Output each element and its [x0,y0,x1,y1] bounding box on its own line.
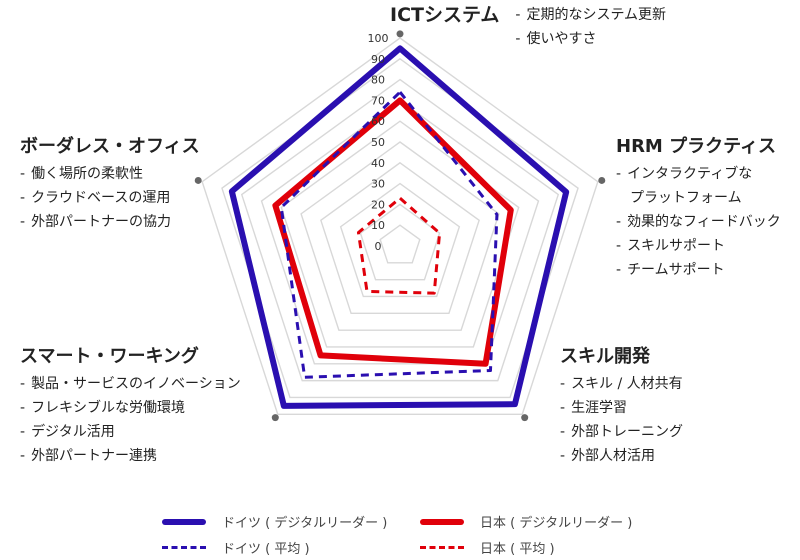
grid-ring [359,203,441,281]
tick-label: 50 [371,136,385,149]
series-line-0 [228,45,570,409]
grid-ring [320,161,480,315]
grid-ring [260,99,540,365]
category-smart-working: スマート・ワーキング - 製品・サービスのイノベーション - フレキシブルな労働環境… [20,346,241,468]
category-item: - デジタル活用 [20,424,115,440]
category-item: - 外部パートナーの協力 [20,214,172,230]
category-item: - インタラクティブな [616,166,753,182]
tick-label: 90 [371,53,385,66]
category-item: - 製品・サービスのイノベーション [20,376,241,392]
tick-label: 100 [368,32,389,45]
grid-ring [379,224,421,264]
category-item: - 外部人材活用 [560,448,656,464]
grid-ring [240,78,560,382]
legend-item-germany-leader: ドイツ ( デジタルリーダー ) [162,512,387,531]
axis-end-dot [194,176,202,184]
axis-end-dot [521,414,529,422]
category-item: - 働く場所の柔軟性 [20,166,144,182]
grid-ring [221,57,579,399]
category-ict: ICTシステム - 定期的なシステム更新 - 使いやすさ [390,4,666,51]
category-item: - チームサポート [616,262,725,278]
series-line-1 [272,97,514,367]
series-line-2 [279,90,499,379]
grid-ring [201,37,599,415]
axis-end-dot [271,414,279,422]
category-title: スマート・ワーキング [20,346,199,367]
category-item: - スキルサポート [616,238,726,254]
category-item: - 生涯学習 [560,400,628,416]
tick-label: 20 [371,198,385,211]
category-item: - クラウドベースの運用 [20,190,171,206]
tick-label: 10 [371,219,385,232]
category-borderless-office: ボーダレス・オフィス - 働く場所の柔軟性 - クラウドベースの運用 - 外部パートナ… [20,136,200,234]
grid-ring [339,182,461,298]
category-title: スキル開発 [560,346,650,367]
axis-end-dot [396,30,404,38]
category-item: プラットフォーム [630,190,742,206]
legend-swatch [420,518,464,525]
legend-label: 日本 ( 平均 ) [480,542,555,557]
tick-label: 30 [371,178,385,191]
legend-swatch [162,546,206,549]
category-item: - 効果的なフィードバック [616,214,781,230]
axis-end-dot [598,176,606,184]
legend-item-japan-leader: 日本 ( デジタルリーダー ) [420,512,632,531]
category-title: ボーダレス・オフィス [20,136,200,157]
category-skill: スキル開発 - スキル / 人材共有 - 生涯学習 - 外部トレーニング - 外部人材活… [560,346,683,468]
legend: ドイツ ( デジタルリーダー ) 日本 ( デジタルリーダー ) ドイツ ( 平… [0,510,800,560]
legend-swatch [420,546,464,549]
tick-label: 80 [371,74,385,87]
grid-ring [300,141,500,331]
category-item: - フレキシブルな労働環境 [20,400,186,416]
legend-label: ドイツ ( デジタルリーダー ) [222,516,388,531]
legend-label: ドイツ ( 平均 ) [222,542,310,557]
category-title: HRM プラクティス [616,136,777,157]
category-hrm: HRM プラクティス - インタラクティブな プラットフォーム - 効果的なフィード… [616,136,781,282]
category-item: - 定期的なシステム更新 [515,7,667,23]
legend-item-germany-average: ドイツ ( 平均 ) [162,538,310,557]
category-item: - 外部トレーニング [560,424,684,440]
tick-label: 0 [375,240,382,253]
series-line-3 [356,196,442,295]
category-item: - 使いやすさ [515,31,597,47]
grid-ring [280,120,520,348]
legend-label: 日本 ( デジタルリーダー ) [480,516,633,531]
tick-label: 70 [371,94,385,107]
legend-swatch [162,518,206,525]
category-item: - 外部パートナー連携 [20,448,158,464]
category-item: - スキル / 人材共有 [560,376,683,392]
legend-item-japan-average: 日本 ( 平均 ) [420,538,555,557]
tick-label: 60 [371,115,385,128]
category-title: ICTシステム [390,4,500,26]
tick-label: 40 [371,157,385,170]
